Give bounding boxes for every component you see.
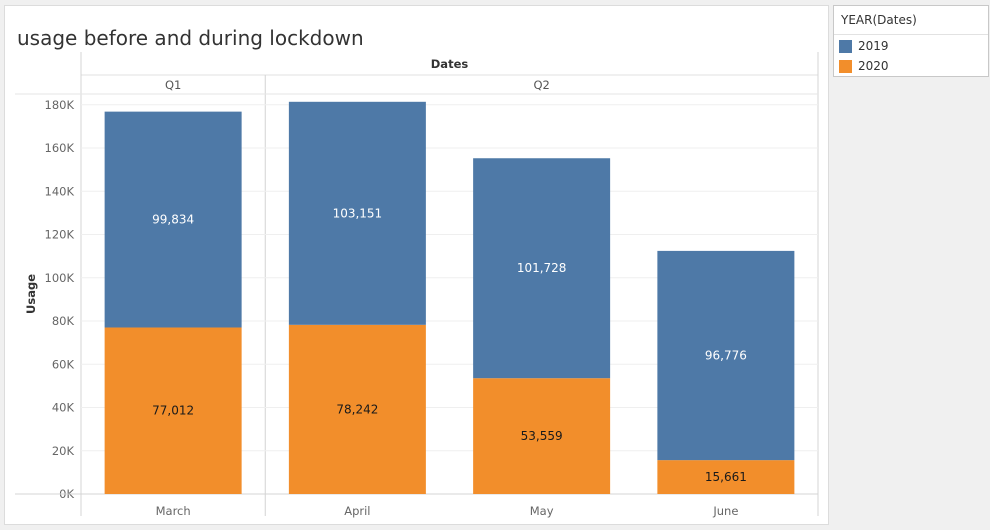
y-tick-label: 120K <box>45 228 75 242</box>
quarter-header-q1: Q1 <box>165 78 181 92</box>
y-tick-label: 20K <box>52 444 75 458</box>
quarter-header-q2: Q2 <box>533 78 549 92</box>
y-axis-title: Usage <box>24 274 38 314</box>
chart-worksheet: usage before and during lockdown Dates Q1… <box>4 5 829 525</box>
legend-swatch-2020 <box>839 59 852 73</box>
bar-2019-march <box>104 111 242 328</box>
bar-label-2020-april: 78,242 <box>336 402 378 416</box>
legend-divider <box>834 34 988 35</box>
bar-2019-may <box>473 158 611 379</box>
legend-item-2020[interactable]: 2020 <box>839 58 889 74</box>
x-tick-label-april: April <box>344 504 370 518</box>
legend[interactable]: YEAR(Dates) 2019 2020 <box>833 5 989 77</box>
bar-2020-june <box>657 460 795 494</box>
y-tick-label: 60K <box>52 357 75 371</box>
bar-label-2019-may: 101,728 <box>517 261 567 275</box>
legend-item-2019[interactable]: 2019 <box>839 38 889 54</box>
legend-label-2019: 2019 <box>858 39 889 53</box>
legend-title: YEAR(Dates) <box>841 13 917 27</box>
bar-label-2019-march: 99,834 <box>152 213 194 227</box>
y-tick-label: 180K <box>45 98 75 112</box>
legend-label-2020: 2020 <box>858 59 889 73</box>
y-tick-label: 40K <box>52 401 75 415</box>
bar-label-2020-march: 77,012 <box>152 404 194 418</box>
bar-label-2020-may: 53,559 <box>521 429 563 443</box>
bar-2020-may <box>473 378 611 494</box>
x-tick-label-may: May <box>530 504 554 518</box>
y-tick-label: 100K <box>45 271 75 285</box>
bar-2019-june <box>657 250 795 461</box>
bar-label-2019-june: 96,776 <box>705 349 747 363</box>
bar-2019-april <box>288 101 426 325</box>
legend-swatch-2019 <box>839 39 852 53</box>
x-tick-label-march: March <box>156 504 191 518</box>
x-tick-label-june: June <box>712 504 738 518</box>
column-header: Dates <box>431 57 469 71</box>
bar-2020-april <box>288 324 426 494</box>
bar-label-2019-april: 103,151 <box>333 206 383 220</box>
y-tick-label: 80K <box>52 314 75 328</box>
y-tick-label: 160K <box>45 141 75 155</box>
chart-title: usage before and during lockdown <box>17 26 364 50</box>
bar-label-2020-june: 15,661 <box>705 470 747 484</box>
bar-2020-march <box>104 327 242 494</box>
y-tick-label: 140K <box>45 184 75 198</box>
